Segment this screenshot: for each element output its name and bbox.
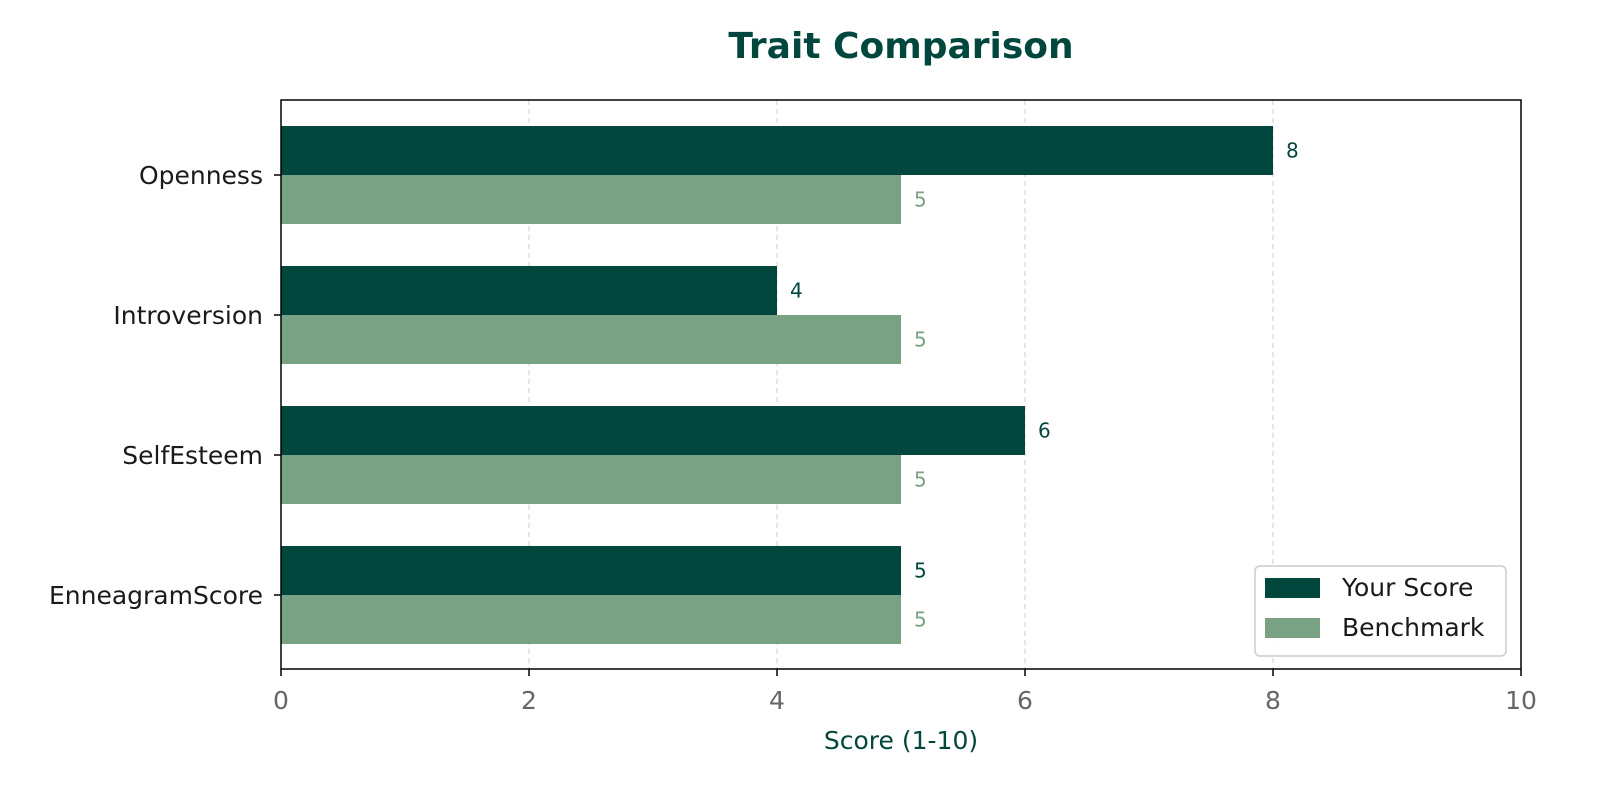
y-tick-label-selfesteem: SelfEsteem (122, 441, 263, 470)
x-tick-label-10: 10 (1505, 686, 1537, 715)
y-tick-label-openness: Openness (139, 161, 263, 190)
data-label-your-score-openness: 8 (1286, 139, 1299, 163)
bar-your-score-selfesteem (281, 406, 1025, 455)
data-label-benchmark-openness: 5 (914, 188, 927, 212)
legend: Your Score Benchmark (1254, 565, 1507, 657)
x-axis-label: Score (1-10) (824, 726, 978, 755)
bar-your-score-enneagramscore (281, 546, 901, 595)
bar-benchmark-selfesteem (281, 455, 901, 504)
bar-your-score-introversion (281, 266, 777, 315)
data-label-your-score-introversion: 4 (790, 279, 803, 303)
axis-layer: 0 2 4 6 8 10 Openness Introversion SelfEsteem Enn… (49, 161, 1537, 715)
x-tick-label-2: 2 (521, 686, 537, 715)
data-label-your-score-enneagramscore: 5 (914, 559, 927, 583)
bar-layer: 8 5 4 5 6 5 5 5 (281, 126, 1299, 644)
legend-label-benchmark: Benchmark (1342, 613, 1485, 642)
plot-frame (280, 99, 1522, 670)
x-tick-label-8: 8 (1265, 686, 1281, 715)
data-label-benchmark-introversion: 5 (914, 328, 927, 352)
y-tick-label-introversion: Introversion (113, 301, 263, 330)
chart-title: Trait Comparison (728, 26, 1073, 67)
data-label-benchmark-selfesteem: 5 (914, 468, 927, 492)
bar-benchmark-introversion (281, 315, 901, 364)
x-tick-label-6: 6 (1017, 686, 1033, 715)
legend-swatch-your-score (1265, 578, 1320, 598)
bar-benchmark-openness (281, 175, 901, 224)
data-label-benchmark-enneagramscore: 5 (914, 608, 927, 632)
bar-benchmark-enneagramscore (281, 595, 901, 644)
y-tick-label-enneagramscore: EnneagramScore (49, 581, 263, 610)
data-label-your-score-selfesteem: 6 (1038, 419, 1051, 443)
legend-label-your-score: Your Score (1341, 573, 1473, 602)
legend-swatch-benchmark (1265, 618, 1320, 638)
bar-your-score-openness (281, 126, 1273, 175)
x-tick-label-4: 4 (769, 686, 785, 715)
x-tick-label-0: 0 (273, 686, 289, 715)
